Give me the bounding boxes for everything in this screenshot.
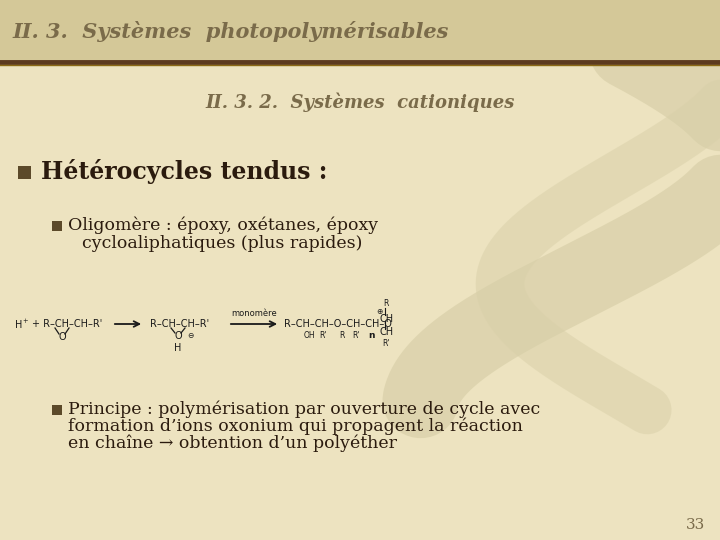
Text: ⊕: ⊕	[376, 307, 382, 316]
Bar	[52, 221, 62, 231]
Text: en chaîne → obtention d’un polyéther: en chaîne → obtention d’un polyéther	[68, 434, 397, 452]
Text: R–CH–CH–O–CH–CH–O: R–CH–CH–O–CH–CH–O	[284, 319, 392, 329]
Text: 33: 33	[685, 518, 705, 532]
Text: H$^+$: H$^+$	[14, 318, 30, 330]
Text: CH: CH	[380, 327, 394, 337]
Text: cycloaliphatiques (plus rapides): cycloaliphatiques (plus rapides)	[82, 234, 362, 252]
Text: R: R	[339, 332, 344, 341]
Text: n: n	[368, 332, 374, 341]
Text: O: O	[174, 331, 182, 341]
Text: R': R'	[382, 340, 390, 348]
Text: Principe : polymérisation par ouverture de cycle avec: Principe : polymérisation par ouverture …	[68, 400, 540, 418]
Text: monomère: monomère	[231, 308, 277, 318]
Bar	[52, 405, 62, 415]
Text: R': R'	[352, 332, 359, 341]
Text: R': R'	[319, 332, 326, 341]
Text: II. 3. 2.  Systèmes  cationiques: II. 3. 2. Systèmes cationiques	[205, 92, 515, 112]
Text: R–CH–CH–R': R–CH–CH–R'	[150, 319, 209, 329]
Text: II. 3.  Systèmes  photopolymérisables: II. 3. Systèmes photopolymérisables	[12, 21, 449, 42]
Bar	[18, 165, 31, 179]
Text: OH: OH	[304, 332, 315, 341]
Text: CH: CH	[380, 314, 394, 324]
Text: H: H	[174, 343, 181, 353]
Text: + R–CH–CH–R': + R–CH–CH–R'	[32, 319, 102, 329]
Text: Oligomère : époxy, oxétanes, époxy: Oligomère : époxy, oxétanes, époxy	[68, 216, 378, 234]
Text: R: R	[383, 300, 388, 308]
Text: Hétérocycles tendus :: Hétérocycles tendus :	[41, 159, 328, 185]
Bar	[0, 0, 720, 62]
Text: ⊖: ⊖	[187, 332, 194, 341]
Text: formation d’ions oxonium qui propagent la réaction: formation d’ions oxonium qui propagent l…	[68, 417, 523, 435]
Text: O: O	[58, 332, 66, 342]
